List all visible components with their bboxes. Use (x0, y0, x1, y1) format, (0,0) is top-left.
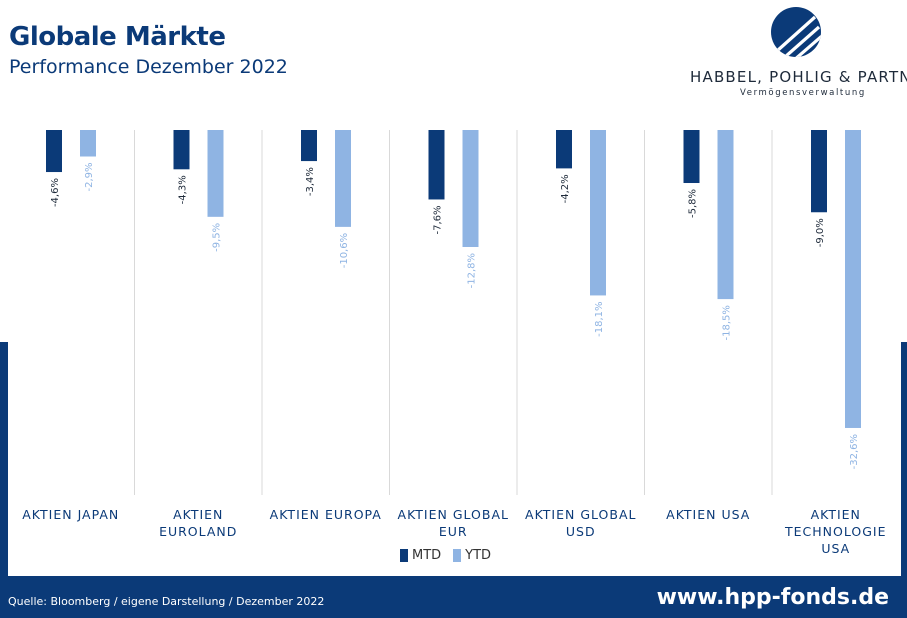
data-label-mtd-5: -5,8% (688, 189, 699, 218)
bar-ytd-5 (717, 130, 734, 300)
bar-mtd-3 (428, 130, 445, 200)
bar-mtd-5 (683, 130, 700, 184)
bar-ytd-6 (845, 130, 861, 428)
data-label-ytd-2: -10,6% (339, 233, 350, 268)
bar-ytd-2 (335, 130, 351, 227)
category-label: TECHNOLOGIE (784, 524, 886, 539)
legend-label-ytd: YTD (465, 548, 492, 563)
category-label: AKTIEN EUROPA (270, 507, 382, 522)
data-label-mtd-4: -4,2% (560, 174, 571, 203)
legend-item-mtd: MTD (400, 548, 441, 563)
bar-mtd-6 (811, 130, 827, 213)
category-label: USA (821, 541, 850, 556)
source-note: Quelle: Bloomberg / eigene Darstellung /… (8, 595, 325, 608)
website-link[interactable]: www.hpp-fonds.de (656, 585, 889, 610)
chart-legend: MTD YTD (400, 548, 503, 563)
data-label-mtd-2: -3,4% (305, 167, 316, 196)
logo-tagline: Vermögensverwaltung (740, 88, 866, 98)
logo-company-name: HABBEL, POHLIG & PARTNER (690, 68, 907, 86)
bar-mtd-1 (173, 130, 190, 170)
category-label: EUROLAND (159, 524, 237, 539)
hpp-logo-icon (771, 7, 821, 57)
data-label-ytd-5: -18,5% (722, 305, 733, 340)
data-label-mtd-0: -4,6% (50, 178, 61, 207)
data-label-ytd-3: -12,8% (467, 253, 478, 288)
bar-mtd-2 (301, 130, 317, 162)
category-label: EUR (439, 524, 468, 539)
category-label: USD (566, 524, 596, 539)
category-label: AKTIEN JAPAN (22, 507, 119, 522)
bar-chart: -4,6% -4,3% -3,4% -7,6% -4,2% -5,8% -9,0% -2,9%… (22, 130, 886, 556)
legend-item-ytd: YTD (453, 548, 491, 563)
bar-mtd-0 (46, 130, 62, 173)
data-label-mtd-3: -7,6% (433, 205, 444, 234)
data-label-ytd-0: -2,9% (84, 163, 95, 192)
bar-ytd-0 (80, 130, 96, 157)
bar-ytd-4 (590, 130, 606, 296)
category-label: AKTIEN (173, 507, 223, 522)
bar-mtd-4 (556, 130, 572, 169)
bar-ytd-3 (462, 130, 479, 247)
category-label: AKTIEN USA (666, 507, 750, 522)
data-label-ytd-6: -32,6% (849, 434, 860, 469)
legend-swatch-ytd (453, 549, 462, 562)
legend-swatch-mtd (400, 549, 408, 562)
category-label: AKTIEN GLOBAL (398, 507, 509, 522)
bar-ytd-1 (207, 130, 224, 217)
page-title: Globale Märkte (9, 22, 226, 52)
legend-label-mtd: MTD (412, 548, 442, 563)
page-subtitle: Performance Dezember 2022 (9, 56, 288, 78)
data-label-ytd-1: -9,5% (212, 223, 223, 252)
data-label-ytd-4: -18,1% (594, 301, 605, 336)
data-label-mtd-1: -4,3% (178, 175, 189, 204)
data-label-mtd-6: -9,0% (815, 218, 826, 247)
category-label: AKTIEN (811, 507, 861, 522)
chart-panel (8, 129, 901, 576)
category-label: AKTIEN GLOBAL (525, 507, 636, 522)
